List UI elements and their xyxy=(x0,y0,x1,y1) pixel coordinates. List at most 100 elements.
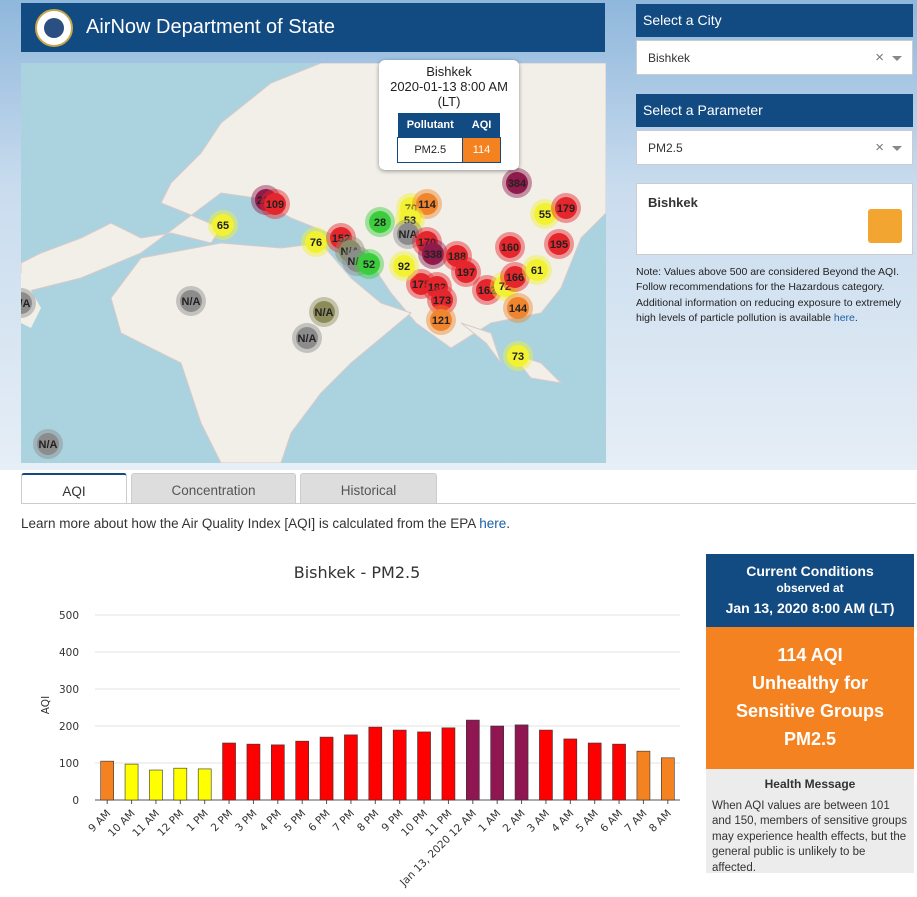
popup-head: Pollutant xyxy=(397,113,463,138)
note-link[interactable]: here xyxy=(833,312,855,325)
bar xyxy=(197,768,212,801)
map-marker[interactable]: 76 xyxy=(301,227,331,257)
y-tick-label: 400 xyxy=(59,647,79,659)
header: AirNow Department of State xyxy=(21,3,605,52)
x-tick-label: 5 AM xyxy=(574,808,601,835)
map-marker[interactable]: 65 xyxy=(208,210,238,240)
map-marker[interactable]: 61 xyxy=(522,255,552,285)
map-marker[interactable]: N/A xyxy=(393,219,423,249)
x-tick-label: 6 AM xyxy=(598,808,625,835)
bar xyxy=(124,763,139,801)
map-marker[interactable]: 121 xyxy=(426,305,456,335)
tab[interactable]: AQI xyxy=(21,473,127,504)
map-marker[interactable]: 55 xyxy=(530,199,560,229)
marker-dot xyxy=(21,292,32,314)
marker-dot xyxy=(416,193,438,215)
x-tick-label: 12 PM xyxy=(155,808,186,839)
bar xyxy=(490,725,504,801)
x-tick-label: 1 AM xyxy=(476,808,503,835)
map-marker[interactable]: N/A xyxy=(292,323,322,353)
epa-text: Learn more about how the Air Quality Ind… xyxy=(21,516,510,531)
map-marker[interactable]: 114 xyxy=(412,189,442,219)
bar xyxy=(173,767,188,801)
x-tick-label: 7 AM xyxy=(623,808,650,835)
x-tick-label: 8 AM xyxy=(647,808,674,835)
map-marker[interactable]: 166 xyxy=(500,262,530,292)
map-marker[interactable]: 195 xyxy=(544,229,574,259)
bar xyxy=(246,743,261,801)
marker-label: N/A xyxy=(182,296,201,308)
map-marker[interactable]: 173 xyxy=(427,285,457,315)
x-tick-label: 3 AM xyxy=(525,808,552,835)
clear-button[interactable]: × xyxy=(875,139,884,156)
note: Note: Values above 500 are considered Be… xyxy=(636,265,916,327)
popup-cell: PM2.5 xyxy=(397,137,464,163)
clear-button[interactable]: × xyxy=(875,49,884,66)
note-text: Note: Values above 500 are considered Be… xyxy=(636,266,901,325)
marker-label: 73 xyxy=(512,351,524,363)
bar xyxy=(466,719,480,801)
marker-label: 144 xyxy=(509,303,528,315)
marker-dot xyxy=(504,266,526,288)
bar xyxy=(539,729,553,801)
bar xyxy=(417,731,431,801)
marker-dot xyxy=(358,253,380,275)
marker-dot xyxy=(506,172,528,194)
marker-label: 114 xyxy=(418,199,437,211)
current-conditions: Current Conditions observed at Jan 13, 2… xyxy=(706,554,914,874)
conditions-observed: observed at xyxy=(776,581,844,595)
map-marker[interactable]: N/A xyxy=(21,288,36,318)
map-marker[interactable]: 109 xyxy=(260,189,290,219)
map-marker[interactable]: N/A xyxy=(176,286,206,316)
rss-icon[interactable] xyxy=(868,209,902,243)
marker-dot xyxy=(555,197,577,219)
city-select[interactable]: Bishkek × xyxy=(636,40,913,75)
bar xyxy=(319,736,334,801)
x-tick-label: 4 PM xyxy=(257,808,283,834)
info-box: Bishkek xyxy=(636,183,913,255)
map-marker[interactable]: 92 xyxy=(389,251,419,281)
map-marker[interactable]: 384 xyxy=(502,168,532,198)
epa-link[interactable]: here xyxy=(479,516,507,531)
bar xyxy=(392,729,407,801)
marker-label: 121 xyxy=(432,315,450,327)
marker-dot xyxy=(313,301,335,323)
x-tick-label: 2 AM xyxy=(501,808,528,835)
chart-title: Bishkek - PM2.5 xyxy=(294,563,421,582)
map-marker[interactable]: 160 xyxy=(495,232,525,262)
markers: 65224109287011453N/A17033818819717518217… xyxy=(21,168,581,459)
map-marker[interactable]: 73 xyxy=(503,341,533,371)
map-marker[interactable]: 144 xyxy=(503,293,533,323)
health-title: Health Message xyxy=(764,777,856,791)
map-marker[interactable]: 162 xyxy=(472,275,502,305)
tab[interactable]: Concentration xyxy=(131,473,296,503)
marker-dot xyxy=(507,297,529,319)
marker-label: 173 xyxy=(433,295,451,307)
marker-label: 160 xyxy=(501,242,519,254)
map-marker[interactable]: N/A xyxy=(335,236,365,266)
map-marker[interactable]: 338 xyxy=(418,239,448,269)
marker-label: 52 xyxy=(363,259,375,271)
marker-dot xyxy=(476,279,498,301)
bar xyxy=(563,738,578,801)
bar xyxy=(587,742,602,801)
tab[interactable]: Historical xyxy=(300,473,437,503)
marker-dot xyxy=(305,231,327,253)
x-tick-label: 11 AM xyxy=(130,808,162,840)
marker-label: 338 xyxy=(424,249,442,261)
popup-city: Bishkek xyxy=(426,64,472,79)
marker-label: 188 xyxy=(448,251,466,263)
map-marker[interactable]: 197 xyxy=(451,257,481,287)
param-select[interactable]: PM2.5 × xyxy=(636,130,913,165)
map-marker[interactable]: 179 xyxy=(551,193,581,223)
conditions-header: Current Conditions observed at Jan 13, 2… xyxy=(706,554,914,627)
map-marker[interactable]: N/A xyxy=(33,429,63,459)
marker-dot xyxy=(212,214,234,236)
map-marker[interactable]: 28 xyxy=(365,207,395,237)
map-marker[interactable]: N/A xyxy=(309,297,339,327)
marker-dot xyxy=(499,236,521,258)
map-marker[interactable]: 52 xyxy=(354,249,384,279)
y-tick-label: 200 xyxy=(59,721,79,733)
